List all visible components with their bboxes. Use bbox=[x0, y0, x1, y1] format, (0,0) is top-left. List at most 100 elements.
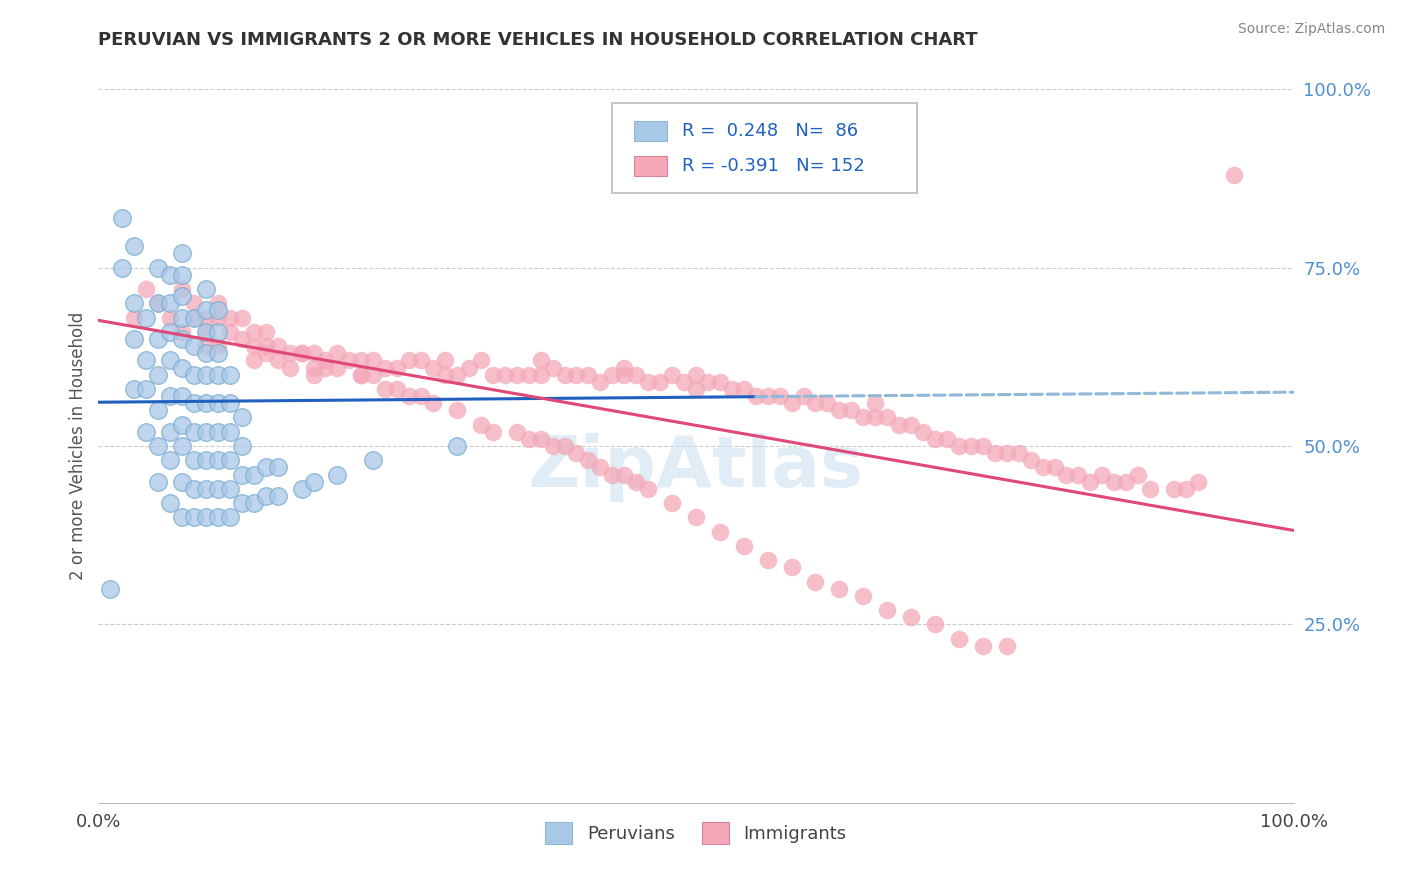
Point bbox=[159, 310, 181, 325]
Point bbox=[385, 360, 409, 375]
Point bbox=[517, 368, 540, 382]
Point bbox=[243, 339, 266, 353]
Point bbox=[183, 482, 205, 496]
Point bbox=[195, 396, 218, 410]
Point bbox=[780, 396, 803, 410]
Point bbox=[661, 368, 683, 382]
Point bbox=[363, 353, 385, 368]
Point bbox=[124, 310, 146, 325]
Point bbox=[231, 496, 253, 510]
Point bbox=[302, 360, 325, 375]
Point bbox=[972, 439, 994, 453]
Point bbox=[470, 353, 492, 368]
Point bbox=[124, 296, 146, 310]
Point bbox=[207, 453, 229, 467]
Point bbox=[613, 360, 636, 375]
Point bbox=[506, 368, 529, 382]
Point bbox=[183, 310, 205, 325]
Point bbox=[458, 360, 481, 375]
Point bbox=[1163, 482, 1185, 496]
Point bbox=[124, 382, 146, 396]
Point bbox=[530, 353, 553, 368]
Point bbox=[804, 396, 827, 410]
Point bbox=[159, 425, 181, 439]
Point bbox=[278, 346, 301, 360]
Point bbox=[541, 439, 564, 453]
Point bbox=[231, 410, 253, 425]
Point bbox=[411, 389, 433, 403]
Point bbox=[350, 368, 373, 382]
Point bbox=[207, 325, 229, 339]
Point bbox=[243, 325, 266, 339]
Point bbox=[278, 360, 301, 375]
Point bbox=[434, 368, 457, 382]
Point bbox=[195, 510, 218, 524]
Point bbox=[159, 389, 181, 403]
Point bbox=[172, 268, 194, 282]
Point bbox=[756, 553, 779, 567]
Point bbox=[159, 268, 181, 282]
Point bbox=[613, 368, 636, 382]
Point bbox=[172, 310, 194, 325]
Point bbox=[172, 282, 194, 296]
Point bbox=[793, 389, 815, 403]
Point bbox=[637, 482, 659, 496]
Point bbox=[195, 368, 218, 382]
Point bbox=[841, 403, 863, 417]
Point bbox=[960, 439, 983, 453]
Point bbox=[948, 439, 970, 453]
Point bbox=[231, 332, 253, 346]
Point bbox=[339, 353, 361, 368]
Point bbox=[302, 346, 325, 360]
Point bbox=[207, 296, 229, 310]
Point bbox=[900, 417, 922, 432]
Point bbox=[1175, 482, 1198, 496]
Point bbox=[159, 296, 181, 310]
Point bbox=[267, 460, 290, 475]
Point bbox=[363, 368, 385, 382]
Point bbox=[745, 389, 768, 403]
Point bbox=[291, 482, 314, 496]
Point bbox=[828, 403, 851, 417]
Point bbox=[602, 467, 624, 482]
Point bbox=[148, 475, 170, 489]
Point bbox=[254, 460, 277, 475]
Point bbox=[207, 482, 229, 496]
Point bbox=[1056, 467, 1078, 482]
Point bbox=[709, 375, 731, 389]
Point bbox=[470, 417, 492, 432]
Point bbox=[589, 460, 612, 475]
Point bbox=[195, 346, 218, 360]
Point bbox=[254, 346, 277, 360]
Point bbox=[219, 482, 242, 496]
Point bbox=[207, 425, 229, 439]
Point bbox=[315, 353, 337, 368]
Point bbox=[159, 353, 181, 368]
Point bbox=[219, 325, 242, 339]
Point bbox=[183, 425, 205, 439]
Point bbox=[172, 289, 194, 303]
Point bbox=[626, 475, 648, 489]
Point bbox=[865, 410, 887, 425]
Point bbox=[434, 353, 457, 368]
Point bbox=[1067, 467, 1090, 482]
Point bbox=[350, 353, 373, 368]
Point bbox=[195, 303, 218, 318]
Point bbox=[326, 360, 349, 375]
Point bbox=[148, 260, 170, 275]
Point bbox=[685, 368, 707, 382]
Point bbox=[207, 346, 229, 360]
Point bbox=[135, 282, 157, 296]
Point bbox=[1091, 467, 1114, 482]
Point bbox=[183, 339, 205, 353]
Point bbox=[481, 368, 505, 382]
Text: ZipAtlas: ZipAtlas bbox=[529, 433, 863, 502]
Legend: Peruvians, Immigrants: Peruvians, Immigrants bbox=[538, 814, 853, 851]
Point bbox=[159, 453, 181, 467]
Point bbox=[207, 368, 229, 382]
Point bbox=[219, 310, 242, 325]
Point bbox=[815, 396, 838, 410]
Point bbox=[231, 439, 253, 453]
Point bbox=[195, 339, 218, 353]
Point bbox=[661, 496, 683, 510]
